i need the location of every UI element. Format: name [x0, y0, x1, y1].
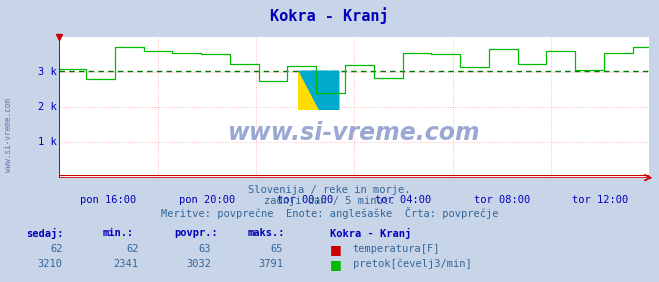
Text: temperatura[F]: temperatura[F] [353, 244, 440, 254]
Text: 3210: 3210 [38, 259, 63, 269]
Text: pretok[čevelj3/min]: pretok[čevelj3/min] [353, 259, 471, 269]
Text: www.si-vreme.com: www.si-vreme.com [4, 98, 13, 172]
Text: pon 16:00: pon 16:00 [80, 195, 136, 204]
Text: 62: 62 [126, 244, 138, 254]
Text: 65: 65 [271, 244, 283, 254]
Text: 2341: 2341 [113, 259, 138, 269]
Text: tor 00:00: tor 00:00 [277, 195, 333, 204]
Polygon shape [298, 70, 339, 110]
Text: tor 08:00: tor 08:00 [474, 195, 530, 204]
Text: 3791: 3791 [258, 259, 283, 269]
Text: tor 12:00: tor 12:00 [572, 195, 628, 204]
FancyBboxPatch shape [298, 70, 319, 110]
Text: maks.:: maks.: [247, 228, 285, 238]
Text: 62: 62 [50, 244, 63, 254]
Text: ■: ■ [330, 243, 341, 256]
Text: 2 k: 2 k [38, 102, 57, 112]
Text: www.si-vreme.com: www.si-vreme.com [228, 120, 480, 145]
Text: 3 k: 3 k [38, 67, 57, 77]
Text: pon 20:00: pon 20:00 [179, 195, 235, 204]
Text: Meritve: povprečne  Enote: anglešaške  Črta: povprečje: Meritve: povprečne Enote: anglešaške Črt… [161, 207, 498, 219]
Text: min.:: min.: [102, 228, 133, 238]
Text: povpr.:: povpr.: [175, 228, 218, 238]
Text: zadnji dan / 5 minut.: zadnji dan / 5 minut. [264, 196, 395, 206]
Text: sedaj:: sedaj: [26, 228, 64, 239]
Text: Kokra - Kranj: Kokra - Kranj [270, 7, 389, 24]
Text: Slovenija / reke in morje.: Slovenija / reke in morje. [248, 185, 411, 195]
Text: 1 k: 1 k [38, 137, 57, 147]
Text: 3032: 3032 [186, 259, 211, 269]
Text: tor 04:00: tor 04:00 [375, 195, 432, 204]
Text: Kokra - Kranj: Kokra - Kranj [330, 228, 411, 239]
Text: ■: ■ [330, 258, 341, 271]
Text: 63: 63 [198, 244, 211, 254]
FancyBboxPatch shape [319, 70, 339, 110]
